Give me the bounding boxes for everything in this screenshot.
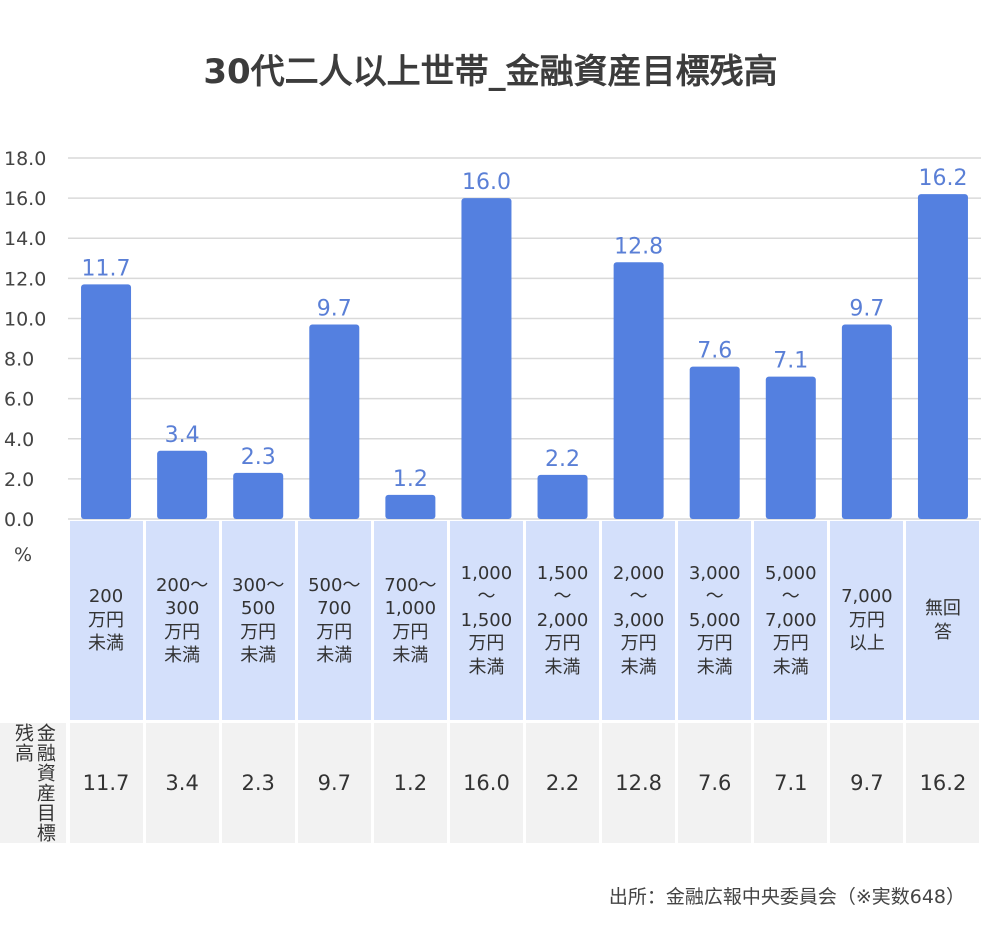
y-tick-label: 16.0 (4, 188, 46, 210)
y-tick-label: 18.0 (4, 148, 46, 170)
bar (157, 450, 208, 519)
table-cell-value: 16.0 (463, 771, 510, 795)
bar-value-label: 16.2 (918, 166, 967, 191)
table-cell: 7.6 (678, 723, 752, 843)
table-cell: 9.7 (830, 723, 904, 843)
x-tick-label: 200 万円 未満 (88, 586, 125, 655)
chart-title: 30代二人以上世帯_金融資産目標残高 (203, 52, 778, 92)
bar-value-label: 3.4 (165, 423, 200, 448)
table-cell: 16.2 (906, 723, 980, 843)
x-tick-label: 700〜 1,000 万円 未満 (384, 574, 437, 666)
table-cell: 3.4 (145, 723, 219, 843)
table-cell-value: 2.2 (545, 771, 580, 795)
x-tick-label: 1,000 〜 1,500 万円 未満 (460, 563, 513, 678)
x-tick-label: 5,000 〜 7,000 万円 未満 (765, 563, 817, 678)
y-tick-label: 6.0 (4, 389, 34, 411)
table-cell: 16.0 (449, 723, 523, 843)
table-cell-value: 1.2 (393, 771, 428, 795)
y-tick-label: 0.0 (4, 509, 34, 531)
bar (841, 324, 892, 519)
y-tick-label: 8.0 (4, 349, 34, 371)
bar (461, 198, 512, 519)
table-cell: 1.2 (373, 723, 447, 843)
table-cell: 11.7 (69, 723, 143, 843)
bar-value-label: 2.3 (241, 445, 276, 470)
x-tick-label: 1,500 〜 2,000 万円 未満 (536, 563, 589, 678)
category-cell: 2,000 〜 3,000 万円 未満 (602, 521, 676, 720)
bar (917, 194, 968, 519)
category-cell: 1,000 〜 1,500 万円 未満 (449, 521, 523, 720)
category-cell: 5,000 〜 7,000 万円 未満 (754, 521, 828, 720)
table-cell: 7.1 (754, 723, 828, 843)
table-cell-value: 9.7 (317, 771, 351, 795)
bar-value-label: 2.2 (545, 447, 580, 472)
bar (613, 262, 664, 519)
table-cell: 2.3 (221, 723, 295, 843)
y-axis-unit: % (14, 544, 33, 566)
category-cell: 3,000 〜 5,000 万円 未満 (678, 521, 752, 720)
y-tick-label: 2.0 (4, 469, 34, 491)
y-tick-label: 4.0 (4, 429, 34, 451)
category-cell: 300〜 500 万円 未満 (221, 521, 295, 720)
x-tick-label: 500〜 700 万円 未満 (308, 574, 361, 666)
bar-value-label: 7.6 (697, 339, 732, 364)
table-cell-value: 7.6 (697, 771, 732, 795)
bar-value-label: 11.7 (82, 256, 131, 281)
category-cell: 500〜 700 万円 未満 (297, 521, 371, 720)
y-tick-label: 10.0 (4, 308, 46, 330)
bar-value-label: 16.0 (462, 170, 511, 195)
x-tick-label: 3,000 〜 5,000 万円 未満 (688, 563, 741, 678)
bar-value-label: 9.7 (849, 296, 884, 321)
category-cell: 無回 答 (906, 521, 980, 720)
category-cell: 200 万円 未満 (69, 521, 143, 720)
x-tick-label: 300〜 500 万円 未満 (232, 574, 285, 666)
y-tick-label: 14.0 (4, 228, 46, 250)
category-cell: 700〜 1,000 万円 未満 (373, 521, 447, 720)
table-cell: 12.8 (602, 723, 676, 843)
bar-value-label: 1.2 (393, 467, 428, 492)
y-tick-label: 12.0 (4, 268, 46, 290)
table-cell-value: 11.7 (82, 771, 130, 795)
table-row-header-label: 金融資産目標残高 (12, 723, 56, 843)
table-cell: 2.2 (526, 723, 600, 843)
bar-value-label: 7.1 (773, 349, 808, 374)
table-cell: 9.7 (297, 723, 371, 843)
bar (765, 376, 816, 519)
table-cell-value: 9.7 (850, 771, 884, 795)
source-note: 出所：金融広報中央委員会（※実数648） (608, 886, 965, 908)
category-cell: 7,000 万円 以上 (830, 521, 904, 720)
bar (309, 324, 360, 519)
category-cell: 1,500 〜 2,000 万円 未満 (526, 521, 600, 720)
bar-value-label: 9.7 (317, 296, 352, 321)
category-cell: 200〜 300 万円 未満 (145, 521, 219, 720)
table-row-header: 金融資産目標残高 (0, 723, 66, 843)
bar (385, 494, 436, 519)
bar (537, 474, 588, 519)
table-cell-value: 16.2 (919, 771, 967, 795)
table-cell-value: 7.1 (774, 771, 808, 795)
x-tick-label: 200〜 300 万円 未満 (155, 574, 209, 666)
table-cell-value: 3.4 (165, 771, 199, 795)
bar (233, 472, 284, 519)
bar (81, 284, 132, 519)
x-tick-label: 7,000 万円 以上 (841, 586, 893, 655)
x-tick-label: 2,000 〜 3,000 万円 未満 (612, 563, 665, 678)
x-tick-label: 無回 答 (924, 598, 961, 643)
bar-value-label: 12.8 (614, 234, 663, 259)
table-cell-value: 2.3 (241, 771, 275, 795)
bar (689, 366, 740, 519)
table-cell-value: 12.8 (615, 771, 662, 795)
